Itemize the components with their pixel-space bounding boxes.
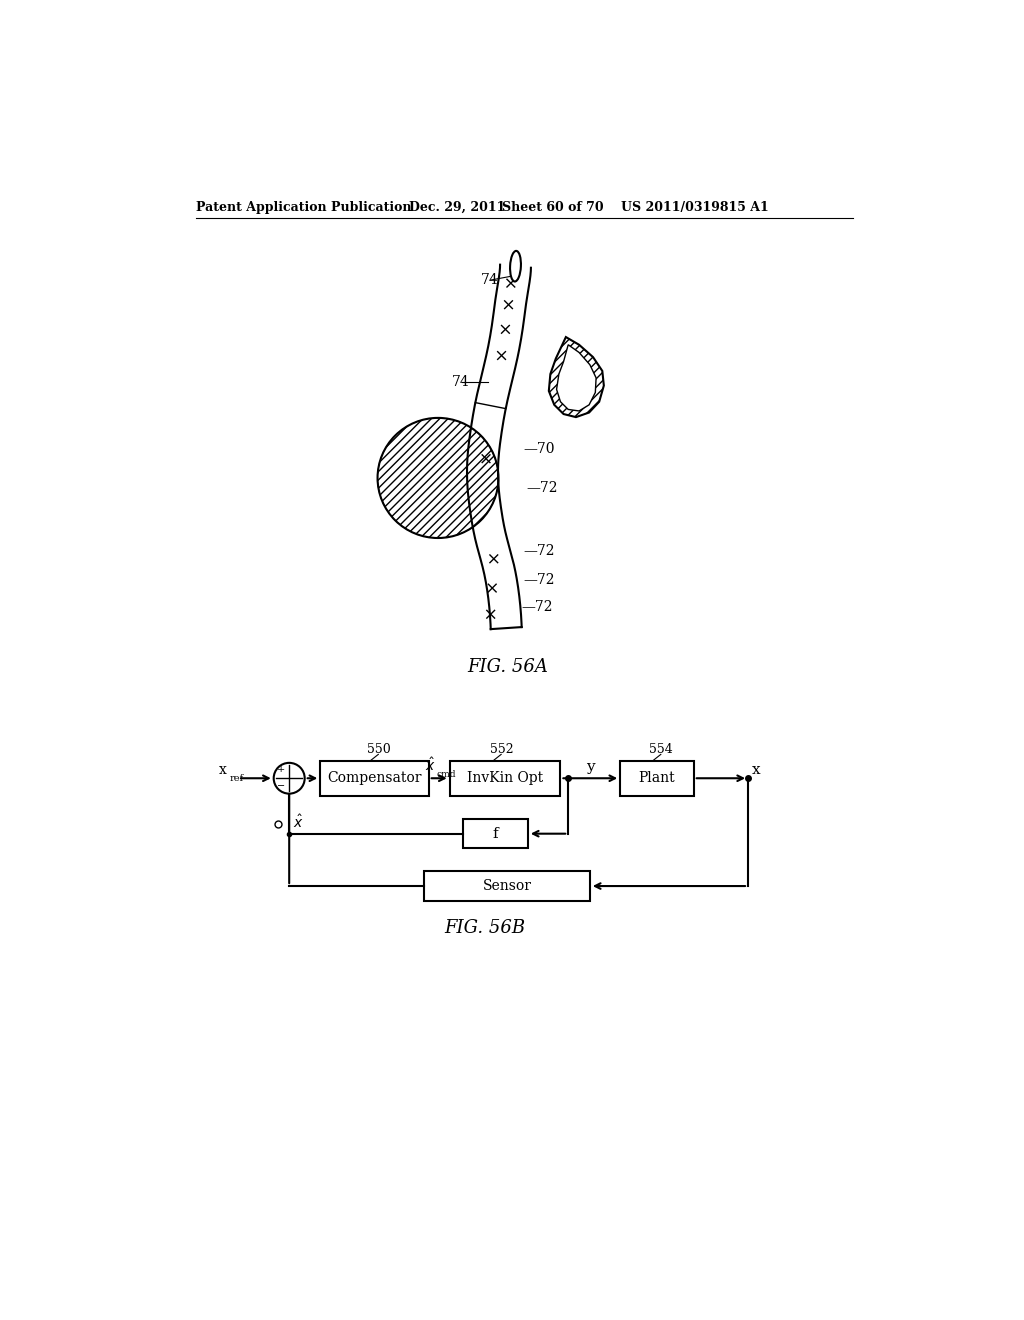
Text: —72: —72: [523, 573, 555, 587]
Text: x: x: [752, 763, 761, 777]
Text: Sheet 60 of 70: Sheet 60 of 70: [502, 201, 603, 214]
Text: y: y: [586, 759, 595, 774]
Text: Sensor: Sensor: [482, 879, 531, 894]
Text: Plant: Plant: [639, 771, 675, 785]
Text: 550: 550: [367, 743, 390, 756]
Ellipse shape: [510, 251, 521, 281]
Text: −: −: [278, 783, 286, 791]
Circle shape: [273, 763, 305, 793]
Text: 74: 74: [452, 375, 470, 388]
Text: +: +: [278, 766, 286, 775]
Bar: [463, 818, 528, 849]
Text: 554: 554: [649, 743, 673, 756]
Text: $\hat{x}$: $\hat{x}$: [425, 756, 435, 774]
Text: —72: —72: [526, 480, 558, 495]
Text: Dec. 29, 2011: Dec. 29, 2011: [409, 201, 505, 214]
Text: Compensator: Compensator: [328, 771, 422, 785]
Bar: [450, 760, 560, 796]
Text: f: f: [493, 826, 498, 841]
Text: FIG. 56B: FIG. 56B: [444, 920, 525, 937]
Bar: [424, 871, 590, 900]
Text: US 2011/0319815 A1: US 2011/0319815 A1: [621, 201, 769, 214]
Text: ref: ref: [229, 775, 244, 783]
Text: —70: —70: [523, 442, 555, 457]
Text: 74: 74: [480, 273, 499, 286]
Text: x: x: [219, 763, 227, 776]
Bar: [321, 760, 429, 796]
Text: 552: 552: [489, 743, 513, 756]
Text: cmd: cmd: [436, 771, 456, 780]
Text: —72: —72: [523, 544, 555, 558]
Polygon shape: [557, 345, 596, 411]
Text: $\hat{x}$: $\hat{x}$: [293, 813, 304, 830]
Circle shape: [378, 418, 499, 539]
Text: Patent Application Publication: Patent Application Publication: [197, 201, 412, 214]
Bar: [621, 760, 693, 796]
Text: InvKin Opt: InvKin Opt: [467, 771, 543, 785]
Text: FIG. 56A: FIG. 56A: [467, 657, 548, 676]
Text: —72: —72: [521, 599, 553, 614]
